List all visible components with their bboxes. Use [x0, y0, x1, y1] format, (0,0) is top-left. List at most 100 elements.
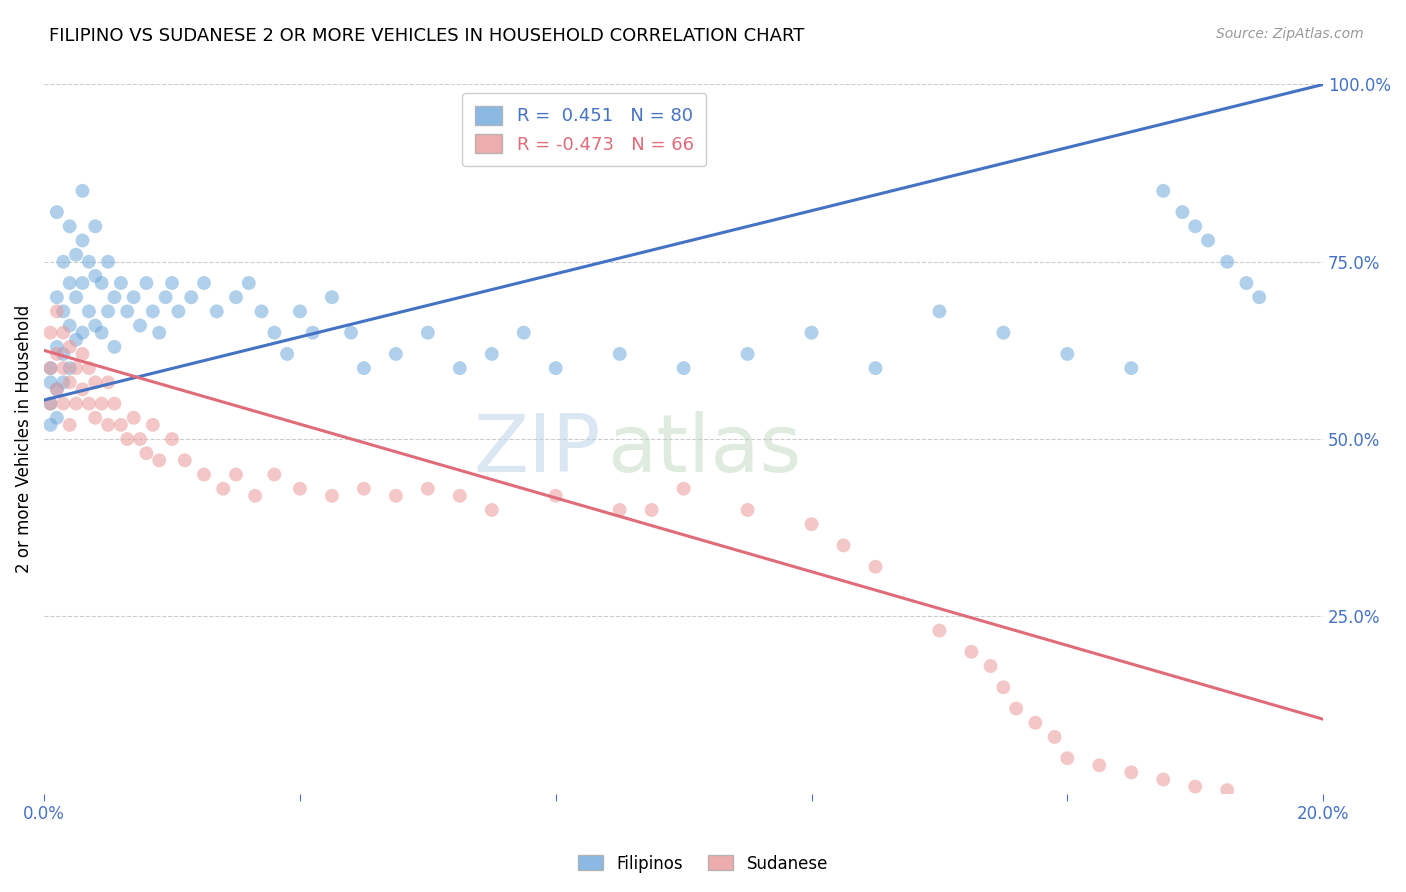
- Point: [1056, 347, 1078, 361]
- Point: [97, 417, 120, 432]
- Point: [39, 396, 62, 410]
- Point: [1024, 715, 1046, 730]
- Point: [993, 681, 1015, 695]
- Point: [52, 361, 75, 376]
- Point: [167, 304, 190, 318]
- Point: [737, 347, 759, 361]
- Point: [84, 376, 107, 390]
- Point: [1121, 361, 1143, 376]
- Point: [72, 383, 94, 397]
- Point: [321, 290, 343, 304]
- Point: [865, 361, 887, 376]
- Point: [928, 304, 950, 318]
- Text: Source: ZipAtlas.com: Source: ZipAtlas.com: [1216, 27, 1364, 41]
- Point: [52, 347, 75, 361]
- Point: [148, 326, 170, 340]
- Point: [288, 304, 311, 318]
- Point: [59, 376, 82, 390]
- Point: [385, 489, 408, 503]
- Point: [59, 276, 82, 290]
- Point: [993, 326, 1015, 340]
- Point: [243, 489, 266, 503]
- Point: [117, 304, 139, 318]
- Point: [65, 396, 87, 410]
- Point: [1184, 219, 1206, 234]
- Point: [103, 290, 125, 304]
- Point: [110, 276, 132, 290]
- Point: [481, 503, 503, 517]
- Point: [45, 383, 67, 397]
- Point: [155, 290, 177, 304]
- Point: [84, 410, 107, 425]
- Point: [1216, 783, 1239, 797]
- Point: [416, 326, 439, 340]
- Point: [59, 361, 82, 376]
- Point: [39, 396, 62, 410]
- Point: [800, 517, 823, 532]
- Point: [97, 376, 120, 390]
- Point: [97, 254, 120, 268]
- Point: [90, 276, 112, 290]
- Point: [609, 347, 631, 361]
- Point: [103, 396, 125, 410]
- Point: [928, 624, 950, 638]
- Point: [39, 361, 62, 376]
- Point: [353, 482, 375, 496]
- Point: [45, 410, 67, 425]
- Point: [544, 489, 567, 503]
- Point: [77, 396, 100, 410]
- Point: [45, 340, 67, 354]
- Point: [385, 347, 408, 361]
- Point: [65, 247, 87, 261]
- Point: [1249, 290, 1271, 304]
- Point: [416, 482, 439, 496]
- Point: [52, 396, 75, 410]
- Point: [65, 361, 87, 376]
- Point: [52, 376, 75, 390]
- Point: [45, 205, 67, 219]
- Point: [193, 467, 215, 482]
- Point: [1088, 758, 1111, 772]
- Point: [173, 453, 195, 467]
- Point: [865, 559, 887, 574]
- Point: [160, 432, 183, 446]
- Point: [288, 482, 311, 496]
- Point: [449, 489, 471, 503]
- Point: [1043, 730, 1066, 744]
- Y-axis label: 2 or more Vehicles in Household: 2 or more Vehicles in Household: [15, 305, 32, 574]
- Point: [45, 383, 67, 397]
- Point: [544, 361, 567, 376]
- Point: [225, 467, 247, 482]
- Point: [160, 276, 183, 290]
- Point: [1056, 751, 1078, 765]
- Point: [59, 219, 82, 234]
- Point: [39, 417, 62, 432]
- Point: [52, 326, 75, 340]
- Point: [129, 318, 152, 333]
- Text: ZIP: ZIP: [472, 410, 600, 489]
- Point: [39, 326, 62, 340]
- Point: [110, 417, 132, 432]
- Point: [1184, 780, 1206, 794]
- Point: [340, 326, 363, 340]
- Point: [72, 347, 94, 361]
- Point: [225, 290, 247, 304]
- Point: [180, 290, 202, 304]
- Point: [276, 347, 298, 361]
- Point: [980, 659, 1002, 673]
- Point: [97, 304, 120, 318]
- Point: [59, 417, 82, 432]
- Point: [960, 645, 983, 659]
- Legend: Filipinos, Sudanese: Filipinos, Sudanese: [571, 848, 835, 880]
- Point: [1234, 276, 1257, 290]
- Point: [800, 326, 823, 340]
- Point: [72, 276, 94, 290]
- Point: [449, 361, 471, 376]
- Point: [263, 326, 285, 340]
- Point: [65, 333, 87, 347]
- Point: [142, 417, 165, 432]
- Point: [84, 318, 107, 333]
- Point: [1152, 184, 1174, 198]
- Point: [640, 503, 662, 517]
- Point: [45, 347, 67, 361]
